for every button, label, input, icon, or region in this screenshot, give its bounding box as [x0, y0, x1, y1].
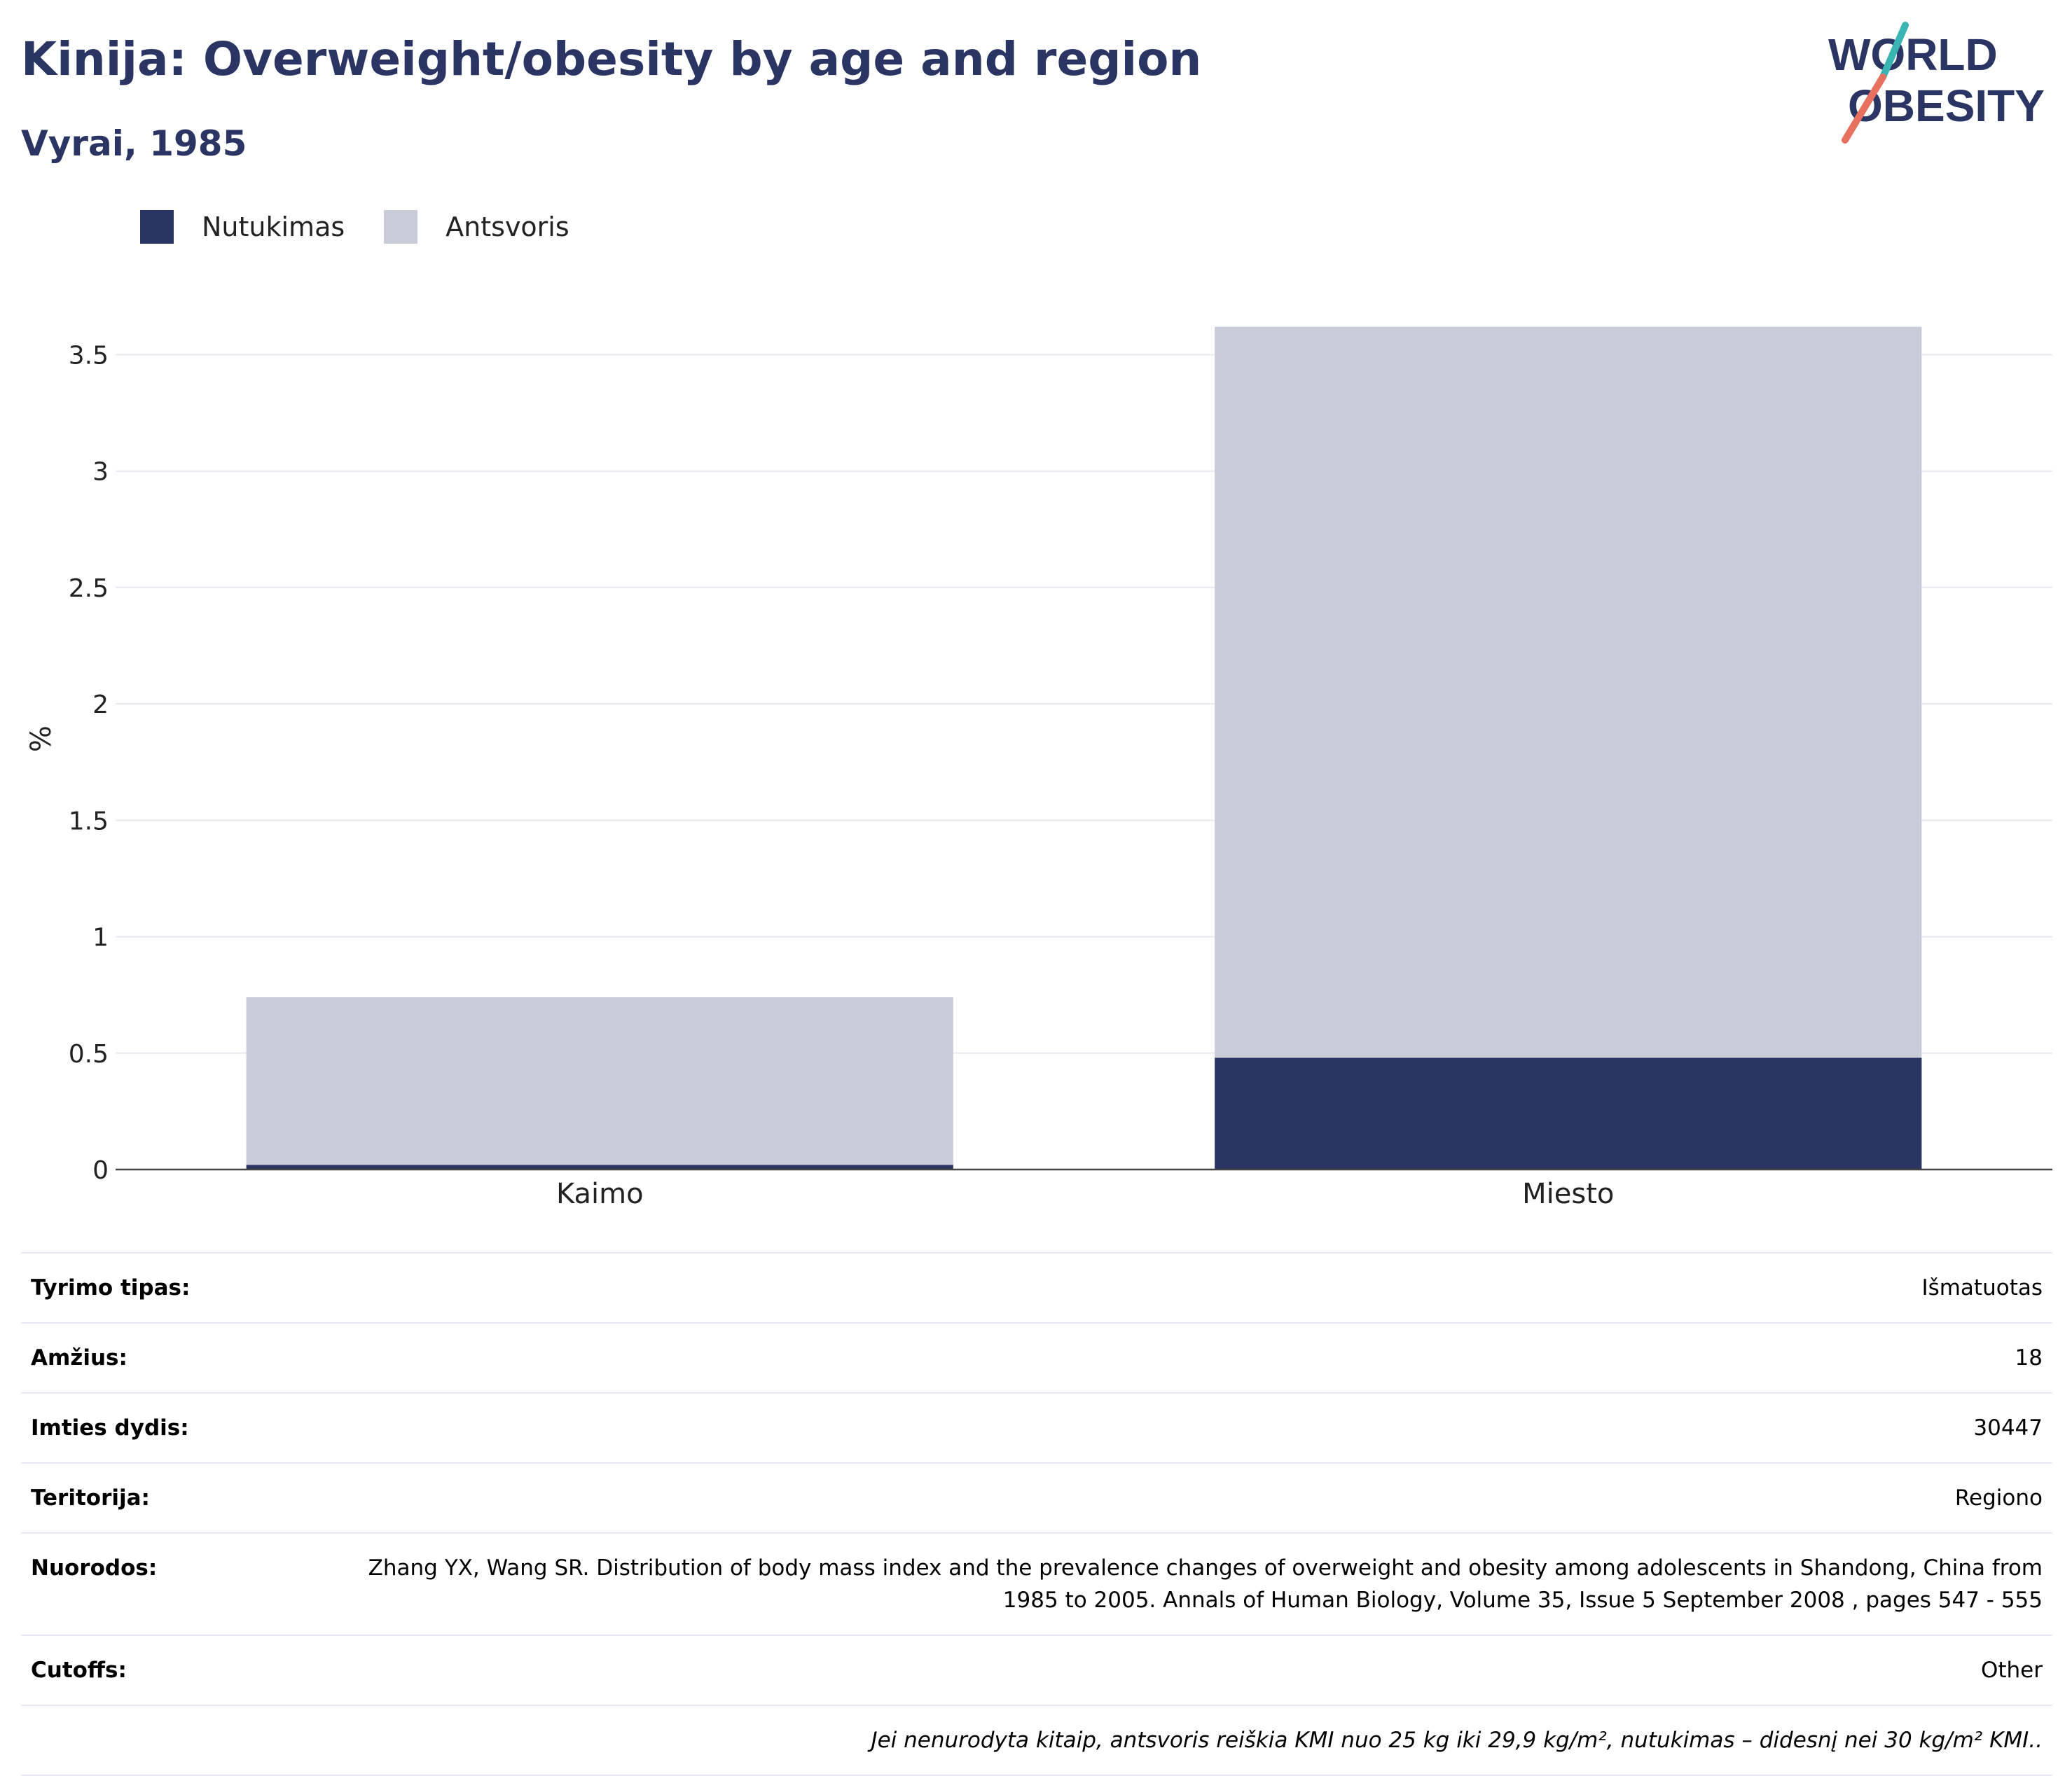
- legend-item-0[interactable]: Nutukimas: [140, 210, 345, 244]
- y-axis-label: %: [25, 726, 57, 752]
- x-tick-label: Kaimo: [556, 1178, 644, 1210]
- info-row: Cutoffs: Other: [21, 1635, 2052, 1705]
- y-tick-label: 0.5: [69, 1040, 109, 1069]
- info-label: Tyrimo tipas:: [31, 1275, 191, 1300]
- info-value: Regiono: [1954, 1485, 2043, 1511]
- info-label: Amžius:: [31, 1345, 127, 1371]
- chart-legend: Nutukimas Antsvoris: [140, 207, 609, 247]
- study-info-table: Tyrimo tipas: Išmatuotas Amžius: 18 Imties d…: [21, 1252, 2052, 1776]
- info-row: Amžius: 18: [21, 1322, 2052, 1392]
- definition-note: Jei nenurodyta kitaip, antsvoris reiškia…: [21, 1705, 2052, 1776]
- info-label: Teritorija:: [31, 1485, 150, 1511]
- info-value: Zhang YX, Wang SR. Distribution of body …: [368, 1555, 2043, 1613]
- info-row: Teritorija: Regiono: [21, 1462, 2052, 1532]
- y-tick-label: 1.5: [69, 807, 109, 835]
- legend-swatch: [140, 210, 174, 244]
- svg-text:OBESITY: OBESITY: [1848, 81, 2045, 131]
- legend-label: Antsvoris: [446, 211, 569, 242]
- y-tick-label: 2.5: [69, 574, 109, 603]
- info-label: Cutoffs:: [31, 1658, 127, 1683]
- y-tick-label: 2: [92, 691, 109, 719]
- info-row: Nuorodos: Zhang YX, Wang SR. Distribution…: [21, 1532, 2052, 1635]
- bar-miesto-nutukimas: [1215, 1057, 1922, 1170]
- info-label: Nuorodos:: [31, 1555, 158, 1581]
- info-value: Other: [1980, 1658, 2043, 1683]
- y-tick-label: 0: [92, 1156, 109, 1185]
- y-tick-label: 3: [92, 458, 109, 487]
- y-tick-label: 3.5: [69, 341, 109, 370]
- definition-note-text: Jei nenurodyta kitaip, antsvoris reiškia…: [871, 1728, 2043, 1753]
- stacked-bar-chart: 0 0.5 1 1.5 2 2.5 3 3.5% Kaimo Miesto: [25, 326, 2052, 1210]
- info-row: Imties dydis: 30447: [21, 1392, 2052, 1462]
- info-value: 18: [2015, 1345, 2043, 1371]
- info-value: 30447: [1973, 1415, 2043, 1441]
- chart-subtitle: Vyrai, 1985: [21, 123, 247, 164]
- svg-text:WORLD: WORLD: [1828, 29, 1998, 80]
- info-label: Imties dydis:: [31, 1415, 189, 1441]
- x-tick-label: Miesto: [1522, 1178, 1614, 1210]
- y-tick-label: 1: [92, 924, 109, 952]
- world-obesity-logo: WORLD OBESITY: [1828, 22, 2045, 144]
- legend-swatch: [384, 210, 418, 244]
- chart-title: Kinija: Overweight/obesity by age and re…: [21, 32, 1202, 86]
- bar-miesto-antsvoris: [1215, 326, 1922, 1058]
- legend-label: Nutukimas: [202, 211, 345, 242]
- bar-kaimo-nutukimas: [246, 1165, 953, 1170]
- info-value: Išmatuotas: [1921, 1275, 2043, 1300]
- bar-kaimo-antsvoris: [246, 997, 953, 1165]
- legend-item-1[interactable]: Antsvoris: [384, 210, 569, 244]
- info-row: Tyrimo tipas: Išmatuotas: [21, 1252, 2052, 1322]
